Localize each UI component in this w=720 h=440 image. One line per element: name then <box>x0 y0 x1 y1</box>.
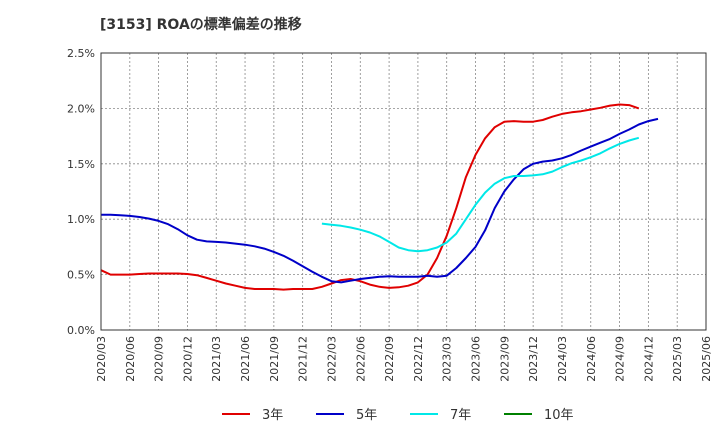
legend-label-10年: 10年 <box>544 408 574 423</box>
x-tick-label: 2024/03 <box>556 336 569 382</box>
x-tick-label: 2022/09 <box>383 336 396 382</box>
y-tick-label: 0.5% <box>67 269 95 282</box>
x-tick-label: 2025/06 <box>700 336 713 382</box>
x-tick-label: 2021/06 <box>239 336 252 382</box>
x-tick-label: 2023/09 <box>498 336 511 382</box>
x-tick-label: 2021/12 <box>297 336 310 382</box>
legend-label-5年: 5年 <box>356 408 377 423</box>
x-tick-label: 2023/06 <box>470 336 483 382</box>
x-tick-label: 2020/12 <box>181 336 194 382</box>
plot-frame <box>100 52 707 331</box>
x-tick-label: 2020/03 <box>95 336 108 382</box>
series-line-3年 <box>100 103 640 291</box>
legend-label-3年: 3年 <box>262 408 283 423</box>
y-tick-label: 1.0% <box>67 213 95 226</box>
x-tick-label: 2024/06 <box>585 336 598 382</box>
x-tick-label: 2021/09 <box>268 336 281 382</box>
x-tick-label: 2024/12 <box>642 336 655 382</box>
x-tick-label: 2023/12 <box>527 336 540 382</box>
y-tick-label: 2.5% <box>67 47 95 60</box>
x-tick-label: 2022/03 <box>325 336 338 382</box>
series-line-5年 <box>101 117 659 284</box>
x-tick-label: 2023/03 <box>441 336 454 382</box>
x-tick-label: 2022/06 <box>354 336 367 382</box>
y-tick-label: 1.5% <box>67 158 95 171</box>
x-tick-label: 2021/03 <box>210 336 223 382</box>
series-line-7年 <box>321 136 640 253</box>
x-tick-label: 2020/06 <box>124 336 137 382</box>
x-tick-label: 2024/09 <box>614 336 627 382</box>
x-tick-label: 2022/12 <box>412 336 425 382</box>
x-tick-label: 2020/09 <box>153 336 166 382</box>
x-tick-label: 2025/03 <box>671 336 684 382</box>
y-tick-label: 0.0% <box>67 324 95 337</box>
chart-title: [3153] ROAの標準偏差の推移 <box>100 17 302 33</box>
legend-label-7年: 7年 <box>450 408 471 423</box>
y-tick-label: 2.0% <box>67 102 95 115</box>
